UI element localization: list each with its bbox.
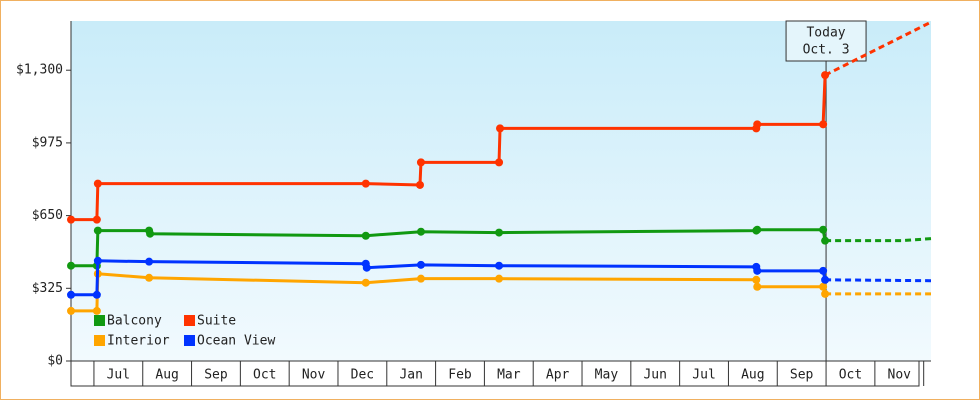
price-dot [819, 266, 828, 275]
price-dot [753, 225, 762, 234]
price-dot [821, 71, 830, 80]
y-tick-label: $0 [47, 354, 63, 369]
price-dot [753, 120, 762, 129]
price-dot [753, 266, 762, 275]
legend-swatch [184, 335, 195, 346]
legend-label: Balcony [107, 314, 162, 329]
price-dot [361, 231, 370, 240]
x-tick-label: Jul [692, 368, 715, 383]
price-dot [67, 261, 75, 270]
price-dot [92, 215, 101, 224]
legend-swatch [94, 315, 105, 326]
x-axis-band [70, 360, 920, 387]
today-label: Oct. 3 [803, 43, 850, 58]
y-tick-label: $975 [32, 135, 63, 150]
price-dot [495, 261, 504, 270]
x-tick-label: Sep [204, 368, 228, 383]
price-dot [416, 260, 425, 269]
price-dot [495, 274, 504, 283]
price-dot [821, 236, 830, 245]
price-dot [93, 179, 102, 188]
price-dot [819, 282, 828, 291]
price-line [71, 75, 827, 222]
y-tick-label: $1,300 [16, 63, 63, 78]
price-dot [146, 229, 155, 238]
x-tick-label: Mar [497, 368, 521, 383]
x-tick-label: Nov [888, 368, 912, 383]
plot-area [71, 21, 931, 361]
price-dot [416, 227, 425, 236]
legend-label: Ocean View [197, 334, 275, 349]
x-tick-label: Jan [399, 368, 422, 383]
price-dot [415, 180, 424, 189]
price-dot [495, 228, 504, 237]
price-dot [821, 289, 830, 298]
price-dot [67, 306, 75, 315]
today-box [785, 20, 867, 62]
price-dot [821, 275, 830, 284]
forecast-line [825, 237, 932, 243]
y-tick-label: $325 [32, 281, 63, 296]
price-dot [361, 179, 370, 188]
price-dot [752, 275, 761, 284]
legend-label: Suite [197, 314, 236, 329]
price-dot [495, 158, 504, 167]
price-dot [145, 257, 154, 266]
x-tick-label: Oct [253, 368, 276, 383]
price-line [71, 259, 827, 297]
legend-swatch [94, 335, 105, 346]
price-dot [67, 290, 75, 299]
price-dot [819, 120, 828, 129]
legend-label: Interior [107, 334, 170, 349]
price-dot [92, 290, 101, 299]
price-dot [362, 263, 371, 272]
price-dot [93, 226, 102, 235]
price-dot [496, 124, 505, 133]
x-tick-label: Oct [839, 368, 862, 383]
x-tick-label: May [595, 368, 619, 383]
price-dot [92, 306, 101, 315]
x-tick-label: Jul [107, 368, 130, 383]
x-tick-label: Aug [741, 368, 764, 383]
x-tick-label: Aug [155, 368, 178, 383]
price-dot [753, 282, 762, 291]
price-dot [361, 278, 370, 287]
x-tick-label: Feb [448, 368, 472, 383]
today-label: Today [806, 26, 845, 41]
forecast-line [825, 278, 932, 283]
price-line [71, 228, 827, 268]
x-tick-label: Dec [351, 368, 374, 383]
price-dot [416, 274, 425, 283]
price-dot [67, 215, 75, 224]
price-dot [93, 256, 102, 265]
price-dot [416, 158, 425, 167]
price-dot [145, 273, 154, 282]
price-dot [819, 225, 828, 234]
legend-swatch [184, 315, 195, 326]
x-tick-label: Sep [790, 368, 814, 383]
x-tick-label: Apr [546, 368, 570, 383]
x-tick-label: Nov [302, 368, 326, 383]
x-tick-label: Jun [643, 368, 666, 383]
y-tick-label: $650 [32, 208, 63, 223]
